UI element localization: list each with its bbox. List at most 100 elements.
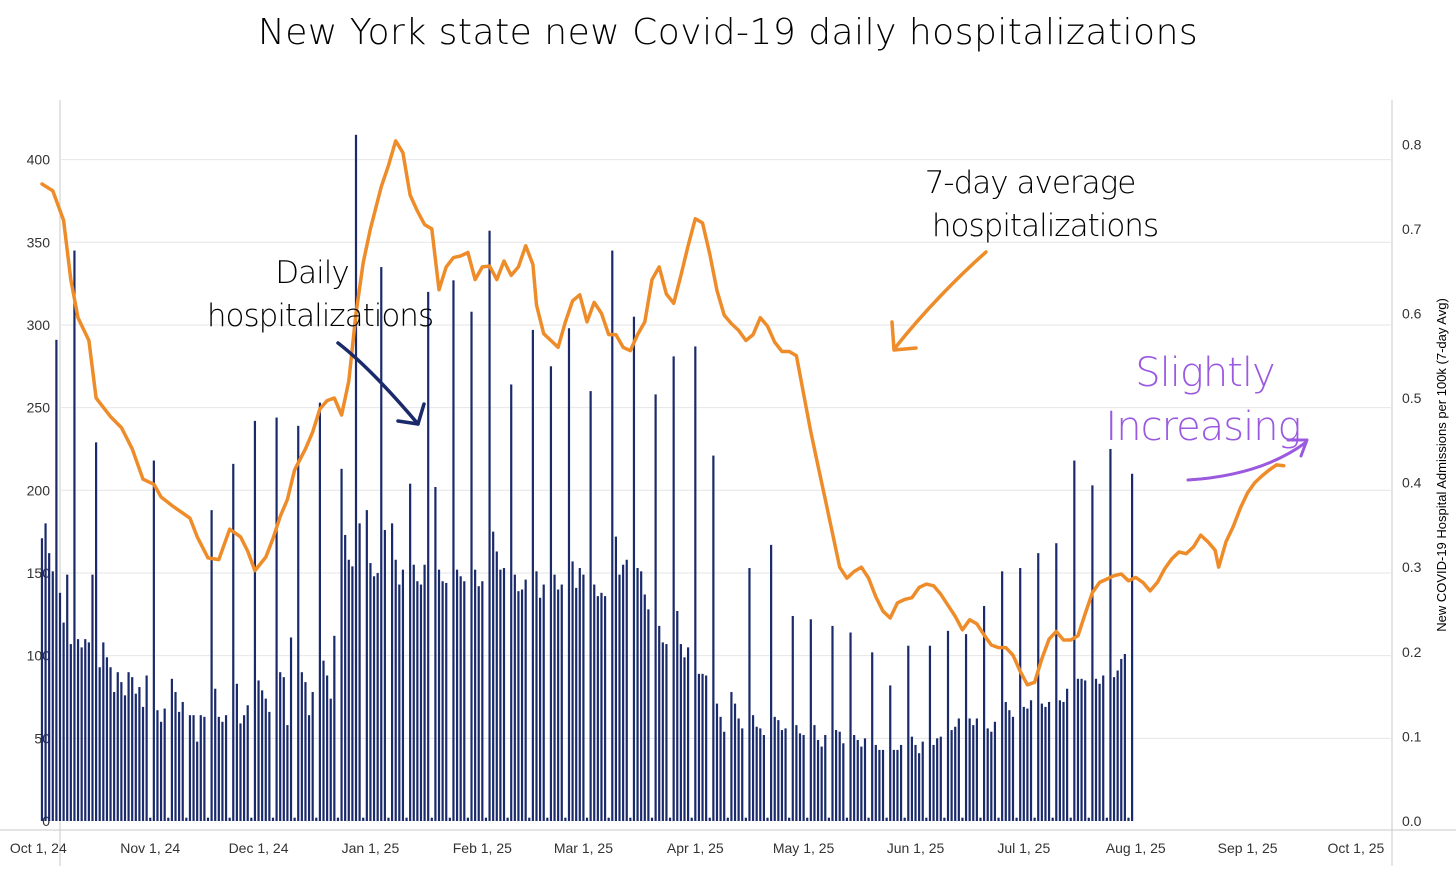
bar — [445, 582, 448, 821]
bar — [697, 673, 701, 821]
bar — [986, 728, 989, 821]
bar — [434, 487, 437, 821]
y-tick-label: 250 — [27, 400, 51, 416]
bar — [827, 817, 830, 821]
bar — [372, 576, 376, 821]
bar — [820, 746, 823, 821]
bar — [784, 728, 787, 821]
bar — [1069, 817, 1072, 821]
bar — [44, 523, 47, 821]
bar — [344, 534, 347, 821]
y2-axis-title: New COVID-19 Hospital Admissions per 100… — [1434, 298, 1449, 632]
x-tick-label: Nov 1, 24 — [120, 840, 180, 856]
bar — [466, 817, 469, 821]
bar — [495, 551, 498, 821]
bar — [531, 329, 534, 821]
bar — [387, 817, 390, 821]
bar — [412, 564, 415, 821]
bar — [1008, 710, 1011, 821]
x-tick-label: Oct 1, 24 — [10, 840, 67, 856]
bar — [502, 568, 506, 821]
annotation-7day: 7-day average — [925, 165, 1136, 201]
bar — [181, 701, 184, 821]
bar — [351, 566, 354, 821]
bar — [553, 574, 556, 821]
bar — [141, 706, 145, 821]
bar — [293, 817, 296, 821]
bar — [416, 581, 419, 821]
y-tick-label: 200 — [27, 482, 51, 498]
bar — [91, 574, 94, 821]
x-tick-label: Jul 1, 25 — [997, 840, 1050, 856]
bar — [326, 675, 329, 821]
bar — [972, 725, 975, 821]
bar — [167, 817, 170, 821]
bar — [751, 715, 755, 821]
y2-tick-label: 0.0 — [1402, 813, 1422, 829]
bar — [683, 657, 686, 821]
bar — [611, 250, 614, 822]
bar — [1066, 688, 1069, 821]
bar — [336, 817, 340, 821]
bar — [665, 644, 668, 821]
bar — [152, 460, 155, 821]
x-tick-label: Jun 1, 25 — [887, 840, 945, 856]
bar — [1127, 817, 1130, 821]
y-tick-label: 100 — [27, 648, 51, 664]
bar — [145, 675, 148, 821]
bar — [845, 817, 849, 821]
bar — [650, 817, 654, 821]
bar — [398, 584, 401, 821]
bar — [427, 291, 430, 821]
daily-arrow-head — [396, 402, 426, 426]
bar — [1026, 708, 1029, 821]
bar — [679, 644, 682, 821]
bar — [474, 569, 477, 821]
bar — [636, 568, 639, 821]
bar — [113, 692, 116, 821]
bar — [867, 817, 870, 821]
bar — [961, 817, 964, 821]
bar — [571, 561, 574, 821]
bar — [340, 468, 343, 821]
annotation-daily-hosp: hospitalizations — [207, 298, 433, 334]
bar — [943, 817, 946, 821]
bar — [1011, 716, 1015, 821]
bar — [98, 667, 101, 821]
bar — [730, 692, 733, 821]
avg-arrow-shaft — [893, 250, 988, 350]
bar — [928, 645, 932, 821]
bar — [921, 741, 924, 821]
bar — [856, 739, 859, 821]
bar — [860, 746, 863, 821]
bar — [40, 538, 44, 821]
bar — [654, 394, 657, 821]
bar — [95, 442, 98, 821]
bar — [842, 743, 845, 821]
bar — [694, 346, 697, 821]
chart-title: New York state new Covid-19 daily hospit… — [257, 12, 1199, 53]
y2-tick-label: 0.5 — [1402, 390, 1422, 406]
annotation-7day-hosp: hospitalizations — [932, 208, 1158, 244]
bar — [289, 637, 293, 821]
bar — [737, 718, 740, 821]
annotation-slightly: Slightly — [1135, 350, 1274, 396]
bar — [488, 230, 491, 821]
bar — [899, 744, 903, 821]
bar — [423, 564, 426, 821]
bar — [109, 667, 112, 821]
bar — [333, 635, 336, 821]
bar — [156, 710, 159, 821]
bar — [304, 682, 307, 821]
bar — [102, 642, 105, 821]
bar — [1029, 700, 1033, 821]
bar — [246, 705, 249, 821]
x-tick-label: Jan 1, 25 — [342, 840, 400, 856]
bar — [513, 574, 516, 821]
daily-arrow-shaft — [336, 341, 420, 426]
bar — [354, 134, 358, 822]
bar — [1051, 817, 1054, 821]
bar — [983, 606, 986, 821]
bar — [250, 817, 253, 821]
bar — [878, 749, 881, 821]
